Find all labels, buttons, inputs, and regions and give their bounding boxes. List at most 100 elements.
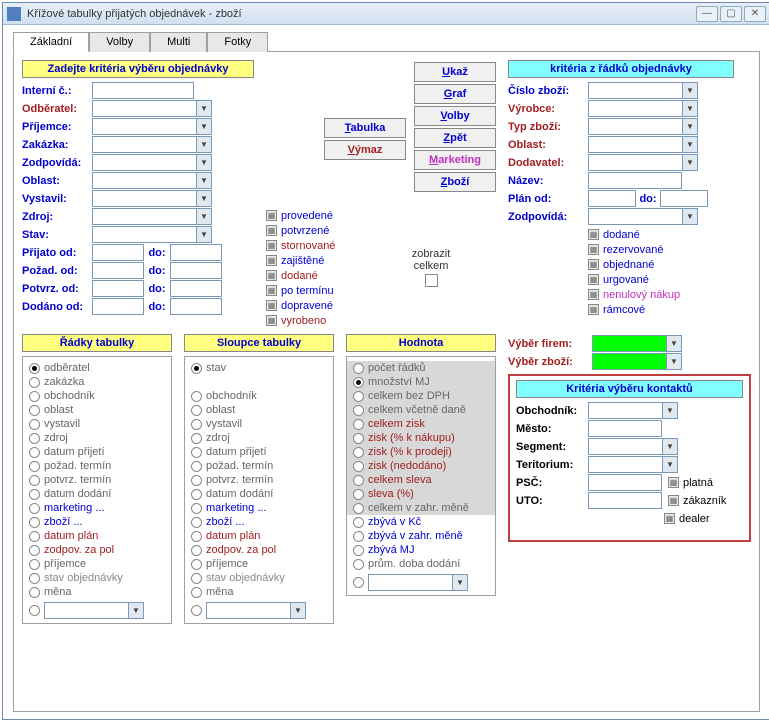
close-button[interactable]: ✕ (744, 6, 766, 22)
input[interactable] (588, 172, 682, 189)
combo[interactable]: ▼ (588, 136, 698, 153)
titlebar[interactable]: Křížové tabulky přijatých objednávek - z… (3, 3, 769, 25)
combo[interactable]: ▼ (92, 172, 212, 189)
combo[interactable]: ▼ (92, 136, 212, 153)
combo[interactable]: ▼ (92, 154, 212, 171)
radio[interactable] (353, 419, 364, 430)
radio[interactable] (353, 391, 364, 402)
radio[interactable] (29, 559, 40, 570)
combo[interactable]: ▼ (44, 602, 144, 619)
radio[interactable] (191, 517, 202, 528)
maximize-button[interactable]: ▢ (720, 6, 742, 22)
radio[interactable] (29, 419, 40, 430)
radio[interactable] (191, 489, 202, 500)
radio[interactable] (353, 559, 364, 570)
radio[interactable] (353, 531, 364, 542)
radio[interactable] (353, 489, 364, 500)
combo[interactable]: ▼ (206, 602, 306, 619)
radio[interactable] (29, 363, 40, 374)
tab-volby[interactable]: Volby (89, 32, 150, 52)
minimize-button[interactable]: — (696, 6, 718, 22)
radio[interactable] (353, 461, 364, 472)
input[interactable] (92, 244, 144, 261)
radio[interactable] (29, 503, 40, 514)
radio[interactable] (191, 605, 202, 616)
button-volby[interactable]: Volby (414, 106, 496, 126)
button-ukaž[interactable]: Ukaž (414, 62, 496, 82)
button-zpět[interactable]: Zpět (414, 128, 496, 148)
radio[interactable] (353, 475, 364, 486)
radio[interactable] (191, 475, 202, 486)
input[interactable] (170, 298, 222, 315)
radio[interactable] (353, 503, 364, 514)
radio[interactable] (353, 405, 364, 416)
radio[interactable] (191, 419, 202, 430)
combo[interactable]: ▼ (92, 100, 212, 117)
input[interactable] (92, 262, 144, 279)
combo[interactable]: ▼ (92, 226, 212, 243)
radio[interactable] (191, 503, 202, 514)
radio[interactable] (29, 531, 40, 542)
radio[interactable] (353, 377, 364, 388)
combo[interactable]: ▼ (588, 438, 678, 455)
input[interactable] (92, 298, 144, 315)
checkbox[interactable]: ▦ (668, 477, 679, 488)
vyber-zbozi-combo[interactable]: ▼ (592, 353, 682, 370)
radio[interactable] (29, 405, 40, 416)
radio[interactable] (191, 545, 202, 556)
input[interactable] (170, 244, 222, 261)
input[interactable] (588, 420, 662, 437)
radio[interactable] (29, 475, 40, 486)
combo[interactable]: ▼ (588, 100, 698, 117)
radio[interactable] (29, 489, 40, 500)
vyber-firem-combo[interactable]: ▼ (592, 335, 682, 352)
radio[interactable] (191, 433, 202, 444)
radio[interactable] (353, 363, 364, 374)
radio[interactable] (191, 391, 202, 402)
radio[interactable] (29, 461, 40, 472)
radio[interactable] (191, 447, 202, 458)
combo[interactable]: ▼ (92, 190, 212, 207)
combo[interactable]: ▼ (588, 82, 698, 99)
input[interactable] (588, 492, 662, 509)
tab-základní[interactable]: Základní (13, 32, 89, 52)
radio[interactable] (191, 573, 202, 584)
radio[interactable] (29, 377, 40, 388)
checkbox[interactable]: ▦ (266, 210, 277, 221)
radio[interactable] (191, 405, 202, 416)
radio[interactable] (191, 363, 202, 374)
combo[interactable]: ▼ (588, 154, 698, 171)
input[interactable] (588, 474, 662, 491)
button-zboží[interactable]: Zboží (414, 172, 496, 192)
combo[interactable]: ▼ (588, 118, 698, 135)
combo[interactable]: ▼ (588, 208, 698, 225)
radio[interactable] (191, 587, 202, 598)
checkbox[interactable]: ▦ (266, 300, 277, 311)
checkbox[interactable]: ▦ (266, 225, 277, 236)
checkbox[interactable]: ▦ (266, 315, 277, 326)
radio[interactable] (191, 461, 202, 472)
zobrazit-checkbox[interactable] (425, 274, 438, 287)
input[interactable] (588, 190, 636, 207)
radio[interactable] (191, 559, 202, 570)
dealer-checkbox[interactable]: ▦ (664, 513, 675, 524)
checkbox[interactable]: ▦ (266, 240, 277, 251)
radio[interactable] (191, 531, 202, 542)
radio[interactable] (29, 587, 40, 598)
radio[interactable] (29, 447, 40, 458)
combo[interactable]: ▼ (92, 208, 212, 225)
input[interactable] (92, 280, 144, 297)
button-tabulka[interactable]: Tabulka (324, 118, 406, 138)
radio[interactable] (29, 605, 40, 616)
input[interactable] (170, 262, 222, 279)
radio[interactable] (353, 517, 364, 528)
tab-multi[interactable]: Multi (150, 32, 207, 52)
combo[interactable]: ▼ (588, 456, 678, 473)
radio[interactable] (29, 517, 40, 528)
radio[interactable] (29, 391, 40, 402)
checkbox[interactable]: ▦ (588, 244, 599, 255)
checkbox[interactable]: ▦ (266, 255, 277, 266)
button-výmaz[interactable]: Výmaz (324, 140, 406, 160)
tab-fotky[interactable]: Fotky (207, 32, 268, 52)
combo[interactable]: ▼ (92, 118, 212, 135)
